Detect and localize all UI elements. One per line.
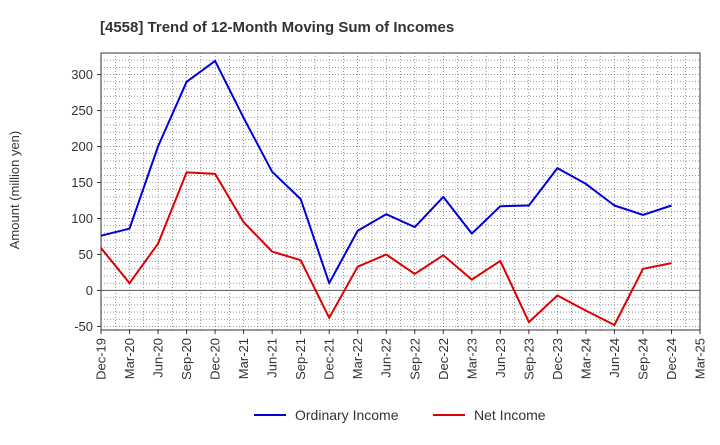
x-tick-label: Mar-21 [236, 338, 251, 379]
data-point [583, 308, 588, 313]
x-tick-label: Sep-24 [635, 338, 650, 380]
data-point [526, 203, 531, 208]
data-point [526, 320, 531, 325]
x-tick-label: Dec-19 [94, 338, 109, 380]
series-lines [99, 58, 674, 327]
data-point [327, 315, 332, 320]
x-tick-label: Dec-22 [436, 338, 451, 380]
data-point [213, 171, 218, 176]
data-point [355, 264, 360, 269]
data-point [555, 166, 560, 171]
y-tick-label: 150 [71, 175, 93, 190]
x-tick-label: Dec-21 [322, 338, 337, 380]
data-point [384, 212, 389, 217]
x-tick-label: Mar-24 [578, 338, 593, 379]
series-line-ordinary-income [100, 59, 672, 285]
data-point [469, 231, 474, 236]
y-tick-label: 0 [86, 283, 93, 298]
data-point [441, 194, 446, 199]
data-point [127, 226, 132, 231]
data-point [669, 261, 674, 266]
data-point [156, 241, 161, 246]
axes: -50 0 50 100 150 200 250 300 Dec-19 Mar-20 Jun-20 S… [71, 67, 707, 380]
y-axis-label: Amount (million yen) [7, 131, 22, 250]
data-point [612, 203, 617, 208]
data-point [127, 281, 132, 286]
y-tick-label: 50 [79, 247, 93, 262]
data-point [213, 58, 218, 63]
data-point [640, 212, 645, 217]
x-tick-label: Mar-22 [350, 338, 365, 379]
data-point [640, 266, 645, 271]
data-point [669, 203, 674, 208]
y-tick-label: 300 [71, 67, 93, 82]
data-point [156, 144, 161, 149]
data-point [412, 271, 417, 276]
data-point [270, 169, 275, 174]
legend: Ordinary Income Net Income [254, 407, 546, 423]
data-point [355, 228, 360, 233]
x-tick-label: Mar-20 [122, 338, 137, 379]
data-point [498, 204, 503, 209]
y-tick-label: 200 [71, 139, 93, 154]
x-tick-label: Sep-21 [293, 338, 308, 380]
data-point [241, 220, 246, 225]
x-tick-label: Jun-24 [607, 338, 622, 378]
data-point [99, 233, 104, 238]
chart-title: [4558] Trend of 12-Month Moving Sum of I… [100, 19, 454, 36]
y-tick-label: 250 [71, 103, 93, 118]
y-tick-label: -50 [74, 319, 93, 334]
data-point [184, 79, 189, 84]
x-tick-label: Sep-23 [521, 338, 536, 380]
grid-lines [100, 52, 701, 331]
x-tick-label: Jun-23 [493, 338, 508, 378]
legend-label: Net Income [474, 407, 546, 423]
x-tick-label: Jun-21 [265, 338, 280, 378]
series-line-net-income [100, 171, 672, 326]
y-tick-label: 100 [71, 211, 93, 226]
data-point [298, 258, 303, 263]
data-point [384, 252, 389, 257]
data-point [555, 293, 560, 298]
x-tick-label: Mar-23 [464, 338, 479, 379]
data-point [583, 181, 588, 186]
legend-label: Ordinary Income [295, 407, 399, 423]
x-tick-label: Dec-23 [550, 338, 565, 380]
data-point [270, 249, 275, 254]
data-point [441, 253, 446, 258]
x-tick-label: Jun-20 [151, 338, 166, 378]
data-point [412, 225, 417, 230]
data-point [612, 322, 617, 327]
data-point [327, 281, 332, 286]
data-point [99, 245, 104, 250]
x-tick-label: Dec-24 [664, 338, 679, 380]
data-point [498, 258, 503, 263]
x-tick-label: Sep-22 [407, 338, 422, 380]
x-tick-label: Sep-20 [179, 338, 194, 380]
x-tick-label: Dec-20 [208, 338, 223, 380]
x-tick-label: Mar-25 [693, 338, 708, 379]
data-point [298, 197, 303, 202]
x-tick-label: Jun-22 [379, 338, 394, 378]
data-point [469, 277, 474, 282]
data-point [241, 115, 246, 120]
data-point [184, 170, 189, 175]
